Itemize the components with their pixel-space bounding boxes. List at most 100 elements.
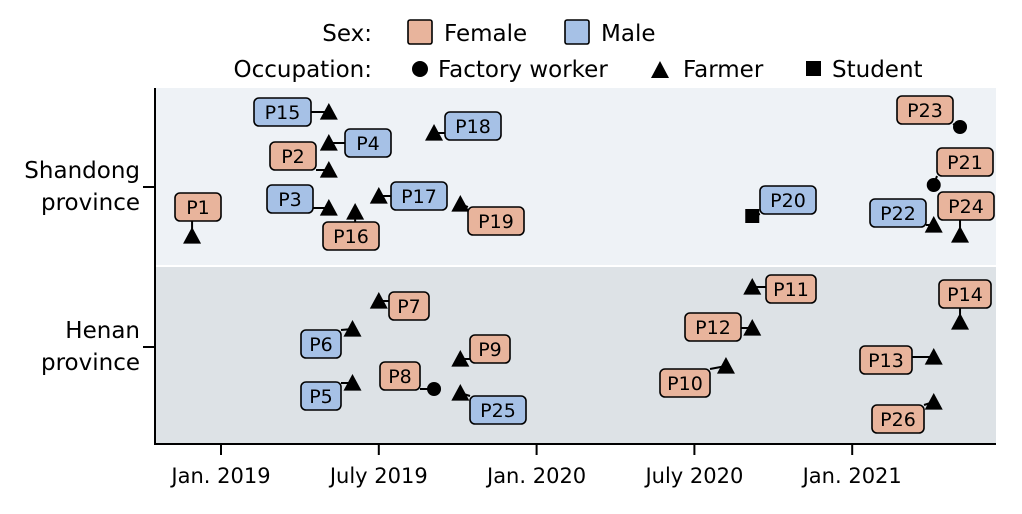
farmer-marker bbox=[319, 161, 338, 178]
point-p11: P11 bbox=[743, 274, 817, 304]
point-p19: P19 bbox=[451, 195, 525, 236]
category-label-shandong-line1: Shandong bbox=[24, 158, 140, 184]
point-label-box bbox=[379, 361, 421, 391]
point-label: P13 bbox=[868, 350, 904, 372]
point-label: P10 bbox=[667, 373, 703, 395]
point-p12: P12 bbox=[684, 312, 762, 342]
student-marker bbox=[745, 209, 760, 223]
point-label-box bbox=[869, 198, 927, 228]
point-label-box bbox=[269, 141, 317, 171]
point-label: P7 bbox=[397, 296, 421, 318]
legend-male-swatch bbox=[564, 19, 590, 45]
legend-female-swatch bbox=[407, 19, 433, 45]
point-p5: P5 bbox=[300, 374, 362, 411]
point-label-box bbox=[937, 191, 995, 221]
point-p13: P13 bbox=[859, 345, 943, 375]
point-label: P20 bbox=[770, 190, 806, 212]
farmer-marker bbox=[451, 384, 470, 401]
category-label-henan-line2: province bbox=[41, 350, 140, 376]
point-label-box bbox=[469, 334, 511, 364]
point-p25: P25 bbox=[451, 384, 527, 425]
point-label: P19 bbox=[478, 211, 514, 233]
farmer-marker bbox=[343, 374, 362, 391]
point-p7: P7 bbox=[369, 291, 430, 321]
point-label: P17 bbox=[401, 186, 437, 208]
point-p18: P18 bbox=[425, 111, 502, 141]
factory-worker-marker bbox=[427, 382, 442, 396]
point-p26: P26 bbox=[871, 393, 943, 434]
farmer-marker bbox=[451, 195, 470, 212]
point-p14: P14 bbox=[938, 279, 992, 330]
point-p21: P21 bbox=[926, 147, 994, 192]
point-label: P21 bbox=[947, 152, 983, 174]
legend-student-label: Student bbox=[832, 57, 923, 83]
point-p8: P8 bbox=[379, 361, 442, 396]
point-label: P26 bbox=[880, 409, 916, 431]
point-p20: P20 bbox=[745, 185, 817, 223]
farmer-marker bbox=[451, 350, 470, 367]
point-label: P3 bbox=[278, 189, 302, 211]
point-p24: P24 bbox=[937, 191, 995, 243]
farmer-marker bbox=[319, 103, 338, 120]
point-label: P11 bbox=[773, 279, 809, 301]
farmer-marker bbox=[924, 216, 943, 233]
point-label-box bbox=[388, 291, 430, 321]
point-label-box bbox=[174, 192, 222, 222]
point-label-box bbox=[871, 404, 925, 434]
point-label: P18 bbox=[455, 116, 491, 138]
farmer-marker bbox=[183, 227, 202, 244]
legend: Sex: Female Male Occupation: Factory wor… bbox=[234, 19, 923, 83]
point-label-box bbox=[344, 128, 392, 158]
point-label-box bbox=[467, 206, 525, 236]
point-p22: P22 bbox=[869, 198, 943, 233]
farmer-legend-icon bbox=[651, 61, 669, 78]
data-points: P1 P2 P3 P4 P15 P16 P17 P18 P19 P20 P21 P22 P23 P24 P5… bbox=[174, 95, 995, 434]
farmer-marker bbox=[369, 292, 388, 309]
legend-female-label: Female bbox=[444, 21, 527, 47]
point-label-box bbox=[659, 368, 711, 398]
factory-worker-marker bbox=[953, 120, 968, 134]
point-p16: P16 bbox=[322, 203, 380, 251]
farmer-marker bbox=[951, 313, 970, 330]
point-p6: P6 bbox=[300, 320, 362, 359]
point-label-box bbox=[896, 95, 954, 125]
farmer-marker bbox=[319, 134, 338, 151]
category-label-shandong-line2: province bbox=[41, 190, 140, 216]
point-label: P25 bbox=[480, 400, 516, 422]
henan-band bbox=[156, 267, 996, 444]
point-label: P22 bbox=[880, 203, 916, 225]
farmer-marker bbox=[343, 320, 362, 337]
point-p3: P3 bbox=[266, 184, 338, 216]
farmer-marker bbox=[369, 187, 388, 204]
point-label: P4 bbox=[356, 133, 380, 155]
x-tick-label: Jan. 2019 bbox=[169, 464, 270, 488]
point-label: P5 bbox=[309, 386, 333, 408]
point-label-box bbox=[759, 185, 817, 215]
point-label-box bbox=[938, 279, 992, 309]
farmer-marker bbox=[425, 124, 444, 141]
farmer-marker bbox=[924, 348, 943, 365]
point-p9: P9 bbox=[451, 334, 511, 367]
point-label-box bbox=[253, 97, 312, 127]
farmer-marker bbox=[951, 226, 970, 243]
factory-worker-legend-icon bbox=[412, 61, 428, 77]
student-legend-icon bbox=[806, 61, 821, 76]
point-label: P9 bbox=[478, 339, 502, 361]
point-p23: P23 bbox=[896, 95, 968, 134]
farmer-marker bbox=[716, 357, 735, 374]
x-tick-label: Jan. 2020 bbox=[485, 464, 586, 488]
point-label: P8 bbox=[388, 366, 412, 388]
point-label-box bbox=[300, 381, 342, 411]
x-tick-label: Jan. 2021 bbox=[801, 464, 902, 488]
farmer-marker bbox=[743, 319, 762, 336]
legend-male-label: Male bbox=[601, 21, 655, 47]
legend-sex-title: Sex: bbox=[322, 21, 372, 47]
point-label-box bbox=[684, 312, 742, 342]
x-tick-label: July 2019 bbox=[328, 464, 428, 488]
factory-worker-marker bbox=[926, 178, 941, 192]
point-label-box bbox=[322, 221, 380, 251]
point-p1: P1 bbox=[174, 192, 222, 244]
point-label-box bbox=[444, 111, 502, 141]
point-label: P14 bbox=[947, 284, 983, 306]
